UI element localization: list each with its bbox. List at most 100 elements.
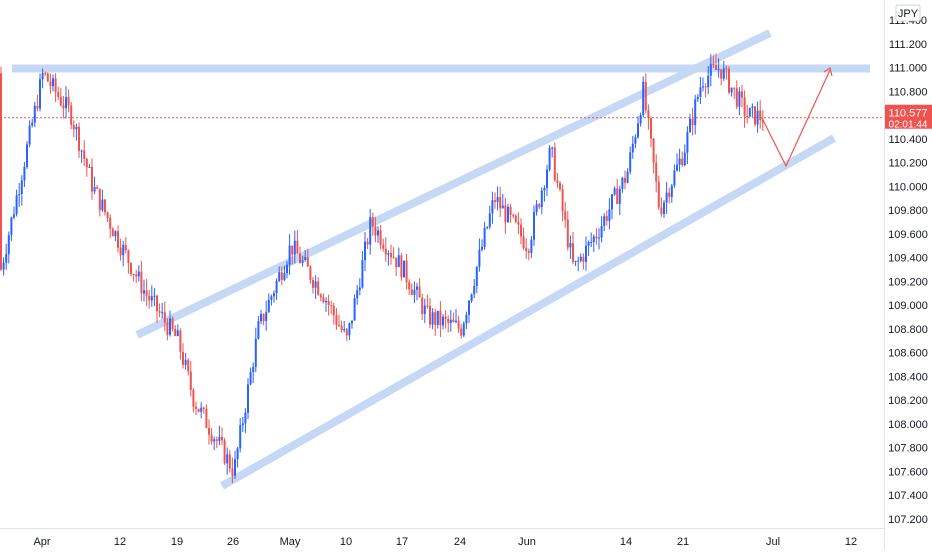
candle[interactable]	[140, 260, 143, 302]
candle[interactable]	[234, 450, 236, 479]
candle[interactable]	[629, 146, 632, 175]
candle[interactable]	[673, 164, 676, 188]
candle[interactable]	[314, 275, 317, 299]
candle[interactable]	[720, 69, 723, 86]
candle[interactable]	[530, 235, 533, 259]
candle[interactable]	[369, 208, 372, 255]
candle[interactable]	[429, 297, 431, 329]
candle[interactable]	[722, 60, 725, 81]
candle[interactable]	[96, 184, 99, 190]
candle[interactable]	[101, 189, 104, 212]
candle[interactable]	[611, 193, 613, 220]
candle[interactable]	[158, 303, 161, 318]
candle[interactable]	[475, 265, 478, 294]
candle[interactable]	[291, 245, 294, 265]
candle[interactable]	[748, 107, 751, 117]
candle[interactable]	[239, 417, 242, 453]
candle[interactable]	[249, 367, 252, 386]
candle[interactable]	[156, 294, 158, 323]
candle[interactable]	[670, 183, 673, 203]
candle[interactable]	[559, 181, 561, 192]
candle[interactable]	[36, 94, 39, 112]
candle[interactable]	[460, 324, 463, 339]
candle[interactable]	[577, 256, 580, 272]
candle[interactable]	[189, 360, 192, 397]
candle[interactable]	[20, 175, 23, 206]
candle[interactable]	[273, 290, 275, 303]
candle[interactable]	[540, 187, 543, 215]
candle[interactable]	[501, 193, 504, 209]
candle[interactable]	[0, 66, 2, 271]
candle[interactable]	[182, 343, 184, 369]
candle[interactable]	[10, 216, 13, 241]
candle[interactable]	[210, 428, 213, 445]
candle[interactable]	[431, 308, 434, 330]
candle[interactable]	[325, 297, 327, 312]
candle[interactable]	[751, 103, 754, 117]
candle[interactable]	[403, 260, 405, 278]
candle[interactable]	[691, 107, 694, 136]
candle[interactable]	[358, 278, 361, 296]
candle[interactable]	[301, 255, 304, 267]
candle[interactable]	[327, 294, 330, 316]
candle[interactable]	[434, 308, 437, 336]
projection-path[interactable]	[761, 69, 831, 168]
candle[interactable]	[551, 146, 554, 158]
candle[interactable]	[462, 321, 465, 338]
candle[interactable]	[293, 230, 296, 264]
candle[interactable]	[280, 266, 283, 286]
candle[interactable]	[483, 221, 486, 250]
candle[interactable]	[286, 261, 288, 279]
candle[interactable]	[587, 240, 590, 256]
candle[interactable]	[67, 89, 70, 113]
channel-upper-line[interactable]	[135, 29, 772, 339]
candle[interactable]	[735, 80, 738, 110]
candle[interactable]	[543, 185, 546, 202]
candle[interactable]	[187, 357, 190, 376]
candle[interactable]	[447, 315, 450, 333]
candle[interactable]	[608, 198, 611, 230]
candle[interactable]	[109, 214, 112, 239]
candle[interactable]	[265, 300, 268, 331]
candle[interactable]	[642, 76, 645, 118]
candle[interactable]	[533, 205, 535, 246]
candle[interactable]	[585, 236, 587, 271]
candle[interactable]	[260, 309, 262, 325]
candle[interactable]	[143, 279, 145, 302]
candle[interactable]	[23, 161, 26, 187]
candle[interactable]	[236, 446, 239, 468]
candle[interactable]	[488, 205, 491, 230]
candle[interactable]	[468, 299, 470, 323]
candle[interactable]	[455, 309, 457, 324]
candle[interactable]	[527, 248, 530, 261]
candle[interactable]	[241, 416, 244, 432]
candle[interactable]	[413, 281, 416, 304]
candle[interactable]	[548, 145, 551, 172]
candle[interactable]	[657, 175, 660, 211]
candle[interactable]	[205, 404, 208, 429]
candle[interactable]	[296, 229, 299, 254]
candle[interactable]	[267, 293, 270, 313]
candle[interactable]	[564, 202, 567, 228]
candle[interactable]	[491, 191, 494, 224]
candle[interactable]	[319, 293, 322, 302]
candle[interactable]	[31, 118, 34, 128]
candle[interactable]	[538, 202, 541, 210]
candle[interactable]	[33, 101, 36, 127]
candle[interactable]	[655, 154, 658, 193]
candle[interactable]	[59, 87, 62, 107]
candle[interactable]	[106, 211, 109, 223]
candle[interactable]	[153, 288, 156, 307]
candle[interactable]	[57, 86, 60, 100]
candle[interactable]	[702, 77, 704, 92]
candle[interactable]	[335, 307, 338, 330]
candle[interactable]	[387, 250, 390, 266]
candle[interactable]	[208, 419, 210, 445]
candle[interactable]	[678, 148, 681, 172]
candle[interactable]	[421, 293, 424, 320]
candle[interactable]	[127, 249, 130, 274]
candle[interactable]	[746, 104, 749, 124]
candle[interactable]	[161, 302, 164, 319]
candle[interactable]	[353, 294, 356, 321]
candle[interactable]	[535, 200, 538, 216]
